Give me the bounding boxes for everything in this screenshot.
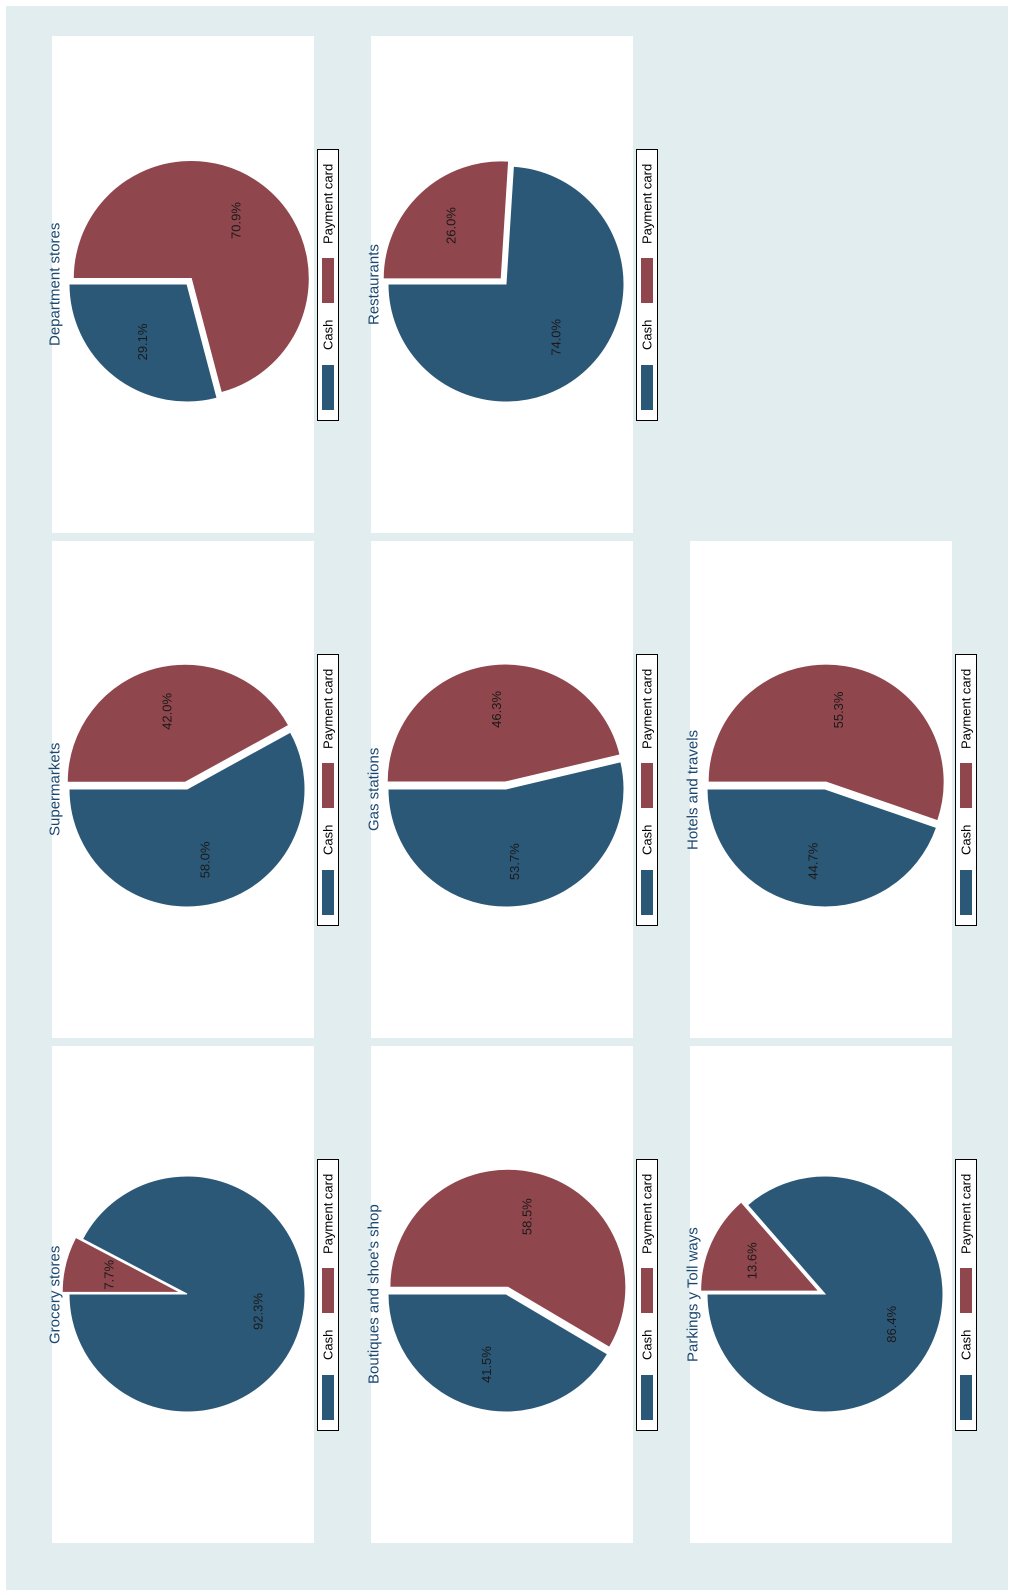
legend-swatch-payment-card <box>322 258 334 303</box>
pie-panel: 41.5% 58.5% Boutiques and shoe's shop Cash P… <box>366 1046 658 1543</box>
legend-swatch-payment-card <box>641 1268 653 1313</box>
legend-label-payment-card: Payment card <box>639 163 655 245</box>
pie-title: Hotels and travels <box>684 729 702 850</box>
legend-label-cash: Cash <box>320 319 336 351</box>
pie-label-cash: 86.4% <box>884 1305 899 1342</box>
legend-swatch-cash <box>322 1375 334 1420</box>
legend-label-cash: Cash <box>320 824 336 856</box>
legend-label-cash: Cash <box>639 1329 655 1361</box>
legend-swatch-cash <box>641 1375 653 1420</box>
pie-panel: 74.0% 26.0% Restaurants Cash Payment card <box>366 36 658 533</box>
pie-title: Department stores <box>46 222 64 347</box>
pie-svg: 92.3% 7.7% <box>61 1175 306 1413</box>
pie-slice-payment_card <box>707 663 945 822</box>
pie-slice-cash <box>706 788 938 908</box>
legend-label-cash: Cash <box>958 824 974 856</box>
pie-title: Supermarkets <box>46 742 64 837</box>
pie-svg: 44.7% 55.3% <box>706 663 945 908</box>
pie-svg: 29.1% 70.9% <box>68 159 310 403</box>
pie-label-cash: 41.5% <box>479 1346 494 1383</box>
legend: Cash Payment card <box>636 149 658 421</box>
pie-slice-payment_card <box>386 663 621 783</box>
legend-swatch-cash <box>641 365 653 410</box>
legend-swatch-cash <box>641 870 653 915</box>
pie-label-payment_card: 58.5% <box>520 1198 535 1235</box>
legend: Cash Payment card <box>636 654 658 926</box>
legend-label-payment-card: Payment card <box>639 668 655 750</box>
legend: Cash Payment card <box>955 654 977 926</box>
pie-label-cash: 44.7% <box>805 842 820 879</box>
pie-slice-cash <box>706 1175 944 1413</box>
pie-slice-cash <box>68 283 218 403</box>
legend-label-payment-card: Payment card <box>320 668 336 750</box>
pie-label-cash: 74.0% <box>549 318 564 355</box>
legend-label-payment-card: Payment card <box>320 1173 336 1255</box>
pie-label-payment_card: 26.0% <box>444 207 459 244</box>
pie-svg: 41.5% 58.5% <box>387 1168 627 1413</box>
legend-label-payment-card: Payment card <box>320 163 336 245</box>
legend-swatch-cash <box>322 870 334 915</box>
legend-label-cash: Cash <box>320 1329 336 1361</box>
legend-label-cash: Cash <box>639 824 655 856</box>
legend-swatch-payment-card <box>641 258 653 303</box>
legend-swatch-cash <box>322 365 334 410</box>
legend-swatch-payment-card <box>322 763 334 808</box>
pie-svg: 74.0% 26.0% <box>382 160 625 403</box>
pie-slice-payment_card <box>61 1236 181 1293</box>
pie-title: Boutiques and shoe's shop <box>365 1204 383 1385</box>
pie-title: Grocery stores <box>46 1245 64 1344</box>
pie-label-payment_card: 55.3% <box>831 691 846 728</box>
pie-slice-payment_card <box>382 160 510 280</box>
legend-swatch-cash <box>960 870 972 915</box>
legend: Cash Payment card <box>317 1159 339 1431</box>
pie-slice-cash <box>387 165 625 403</box>
pie-title: Gas stations <box>365 747 383 832</box>
legend-swatch-payment-card <box>641 763 653 808</box>
legend-label-cash: Cash <box>958 1329 974 1361</box>
legend: Cash Payment card <box>955 1159 977 1431</box>
pie-slice-payment_card <box>389 1168 627 1349</box>
pie-label-payment_card: 70.9% <box>228 202 243 239</box>
legend: Cash Payment card <box>317 654 339 926</box>
pie-label-cash: 92.3% <box>251 1293 266 1330</box>
pie-title: Parkings y Toll ways <box>684 1227 702 1362</box>
pie-panel: 53.7% 46.3% Gas stations Cash Payment card <box>366 541 658 1038</box>
pie-panel: 44.7% 55.3% Hotels and travels Cash Payment … <box>685 541 977 1038</box>
pie-label-payment_card: 46.3% <box>489 691 504 728</box>
legend-label-payment-card: Payment card <box>958 668 974 750</box>
pie-label-cash: 29.1% <box>135 323 150 360</box>
pie-slice-payment_card <box>700 1201 820 1292</box>
pie-panel: 92.3% 7.7% Grocery stores Cash Payment card <box>47 1046 339 1543</box>
pie-slice-cash <box>387 1293 609 1413</box>
figure: 92.3% 7.7% Grocery stores Cash Payment card 5… <box>6 6 1008 1590</box>
pie-panel: 29.1% 70.9% Department stores Cash Payment c… <box>47 36 339 533</box>
pie-slice-cash <box>68 1175 306 1413</box>
pie-svg: 58.0% 42.0% <box>66 663 306 908</box>
pie-svg: 86.4% 13.6% <box>700 1175 944 1413</box>
pie-slice-cash <box>387 761 625 908</box>
pie-label-payment_card: 42.0% <box>160 692 175 729</box>
legend-swatch-payment-card <box>960 1268 972 1313</box>
pie-slice-cash <box>68 731 306 908</box>
legend-swatch-payment-card <box>322 1268 334 1313</box>
pie-svg: 53.7% 46.3% <box>386 663 625 908</box>
pie-slice-payment_card <box>66 663 290 783</box>
legend: Cash Payment card <box>317 149 339 421</box>
pie-panel: 86.4% 13.6% Parkings y Toll ways Cash Paymen… <box>685 1046 977 1543</box>
pie-label-cash: 58.0% <box>198 841 213 878</box>
pie-panel: 58.0% 42.0% Supermarkets Cash Payment card <box>47 541 339 1038</box>
legend-label-cash: Cash <box>639 319 655 351</box>
legend-label-payment-card: Payment card <box>639 1173 655 1255</box>
pie-title: Restaurants <box>365 244 383 325</box>
pie-label-payment_card: 13.6% <box>745 1242 760 1279</box>
legend-label-payment-card: Payment card <box>958 1173 974 1255</box>
pie-label-cash: 53.7% <box>507 843 522 880</box>
legend-swatch-payment-card <box>960 763 972 808</box>
pie-slice-payment_card <box>72 159 310 394</box>
pie-label-payment_card: 7.7% <box>102 1260 117 1290</box>
legend-swatch-cash <box>960 1375 972 1420</box>
legend: Cash Payment card <box>636 1159 658 1431</box>
